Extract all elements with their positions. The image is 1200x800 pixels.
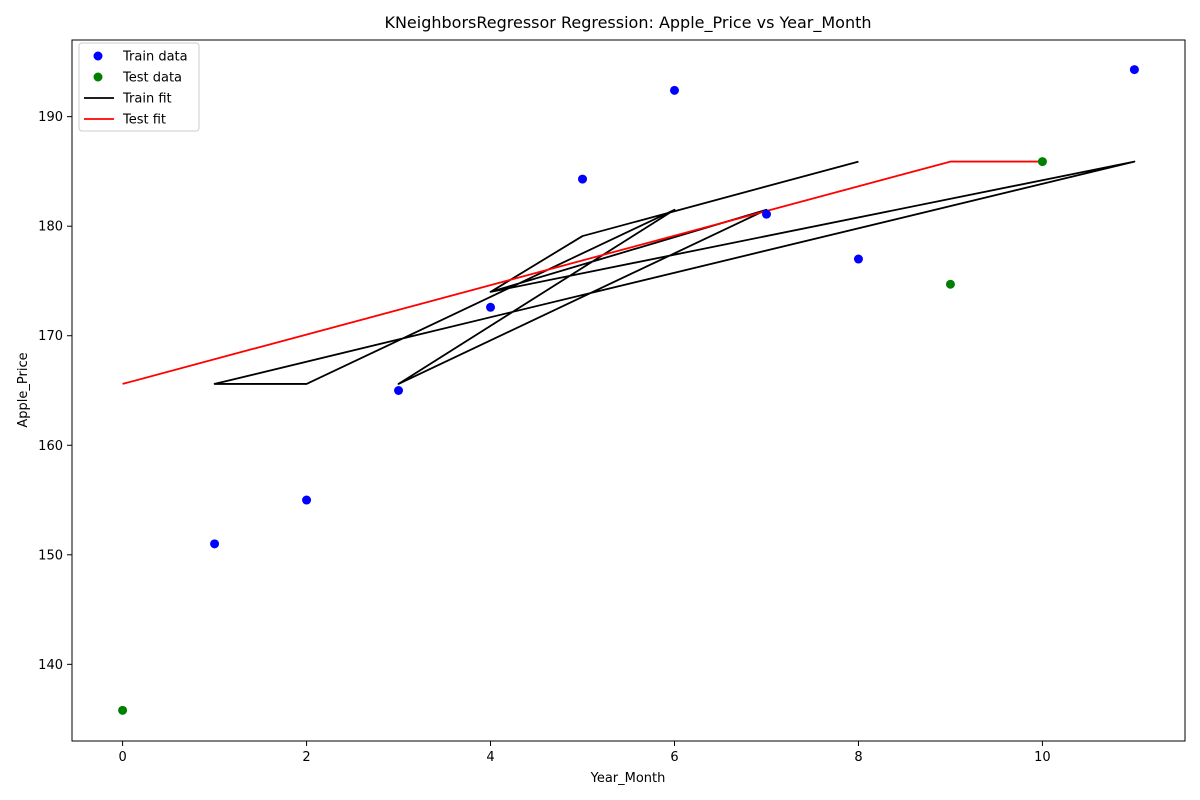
legend-label-test-fit: Test fit <box>122 113 166 128</box>
y-tick-label: 180 <box>38 220 63 235</box>
legend-label-test-data: Test data <box>122 71 182 86</box>
x-tick-label: 0 <box>118 750 126 765</box>
y-tick-label: 160 <box>38 439 63 454</box>
x-axis-label: Year_Month <box>590 771 666 786</box>
x-tick-label: 8 <box>854 750 862 765</box>
y-tick-label: 190 <box>38 110 63 125</box>
x-tick-label: 2 <box>302 750 310 765</box>
series-line-test-fit <box>122 160 1043 385</box>
legend-marker-train-data <box>93 51 103 61</box>
data-point-train-data <box>210 539 220 549</box>
data-point-train-data <box>669 85 679 95</box>
y-tick-label: 170 <box>38 329 63 344</box>
data-point-test-data <box>118 705 128 715</box>
x-tick-label: 6 <box>670 750 678 765</box>
plot-area: 0 2 4 6 8 10 140 150 160 170 180 190 <box>38 39 1186 765</box>
data-point-train-data <box>486 302 496 312</box>
y-tick-label: 150 <box>38 548 63 563</box>
legend-label-train-data: Train data <box>122 50 188 65</box>
data-point-train-data <box>302 495 312 505</box>
y-axis-label: Apple_Price <box>16 352 31 427</box>
data-point-train-data <box>1129 65 1139 75</box>
legend-label-train-fit: Train fit <box>122 92 172 107</box>
y-tick-label: 140 <box>38 658 63 673</box>
x-tick-label: 10 <box>1034 750 1051 765</box>
legend-box <box>78 42 200 132</box>
x-tick-label: 4 <box>486 750 494 765</box>
data-point-train-data <box>853 254 863 264</box>
data-point-test-data <box>1037 157 1047 167</box>
data-point-train-data <box>578 174 588 184</box>
data-point-test-data <box>945 279 955 289</box>
series-line-train-fit <box>213 160 1136 385</box>
axes-frame <box>71 39 1186 742</box>
data-point-train-data <box>394 386 404 395</box>
legend: Train data Test data Train fit Test fit <box>78 42 200 132</box>
legend-marker-test-data <box>93 72 103 82</box>
data-point-train-data <box>761 209 771 219</box>
chart-title: KNeighborsRegressor Regression: Apple_Pr… <box>384 13 871 33</box>
